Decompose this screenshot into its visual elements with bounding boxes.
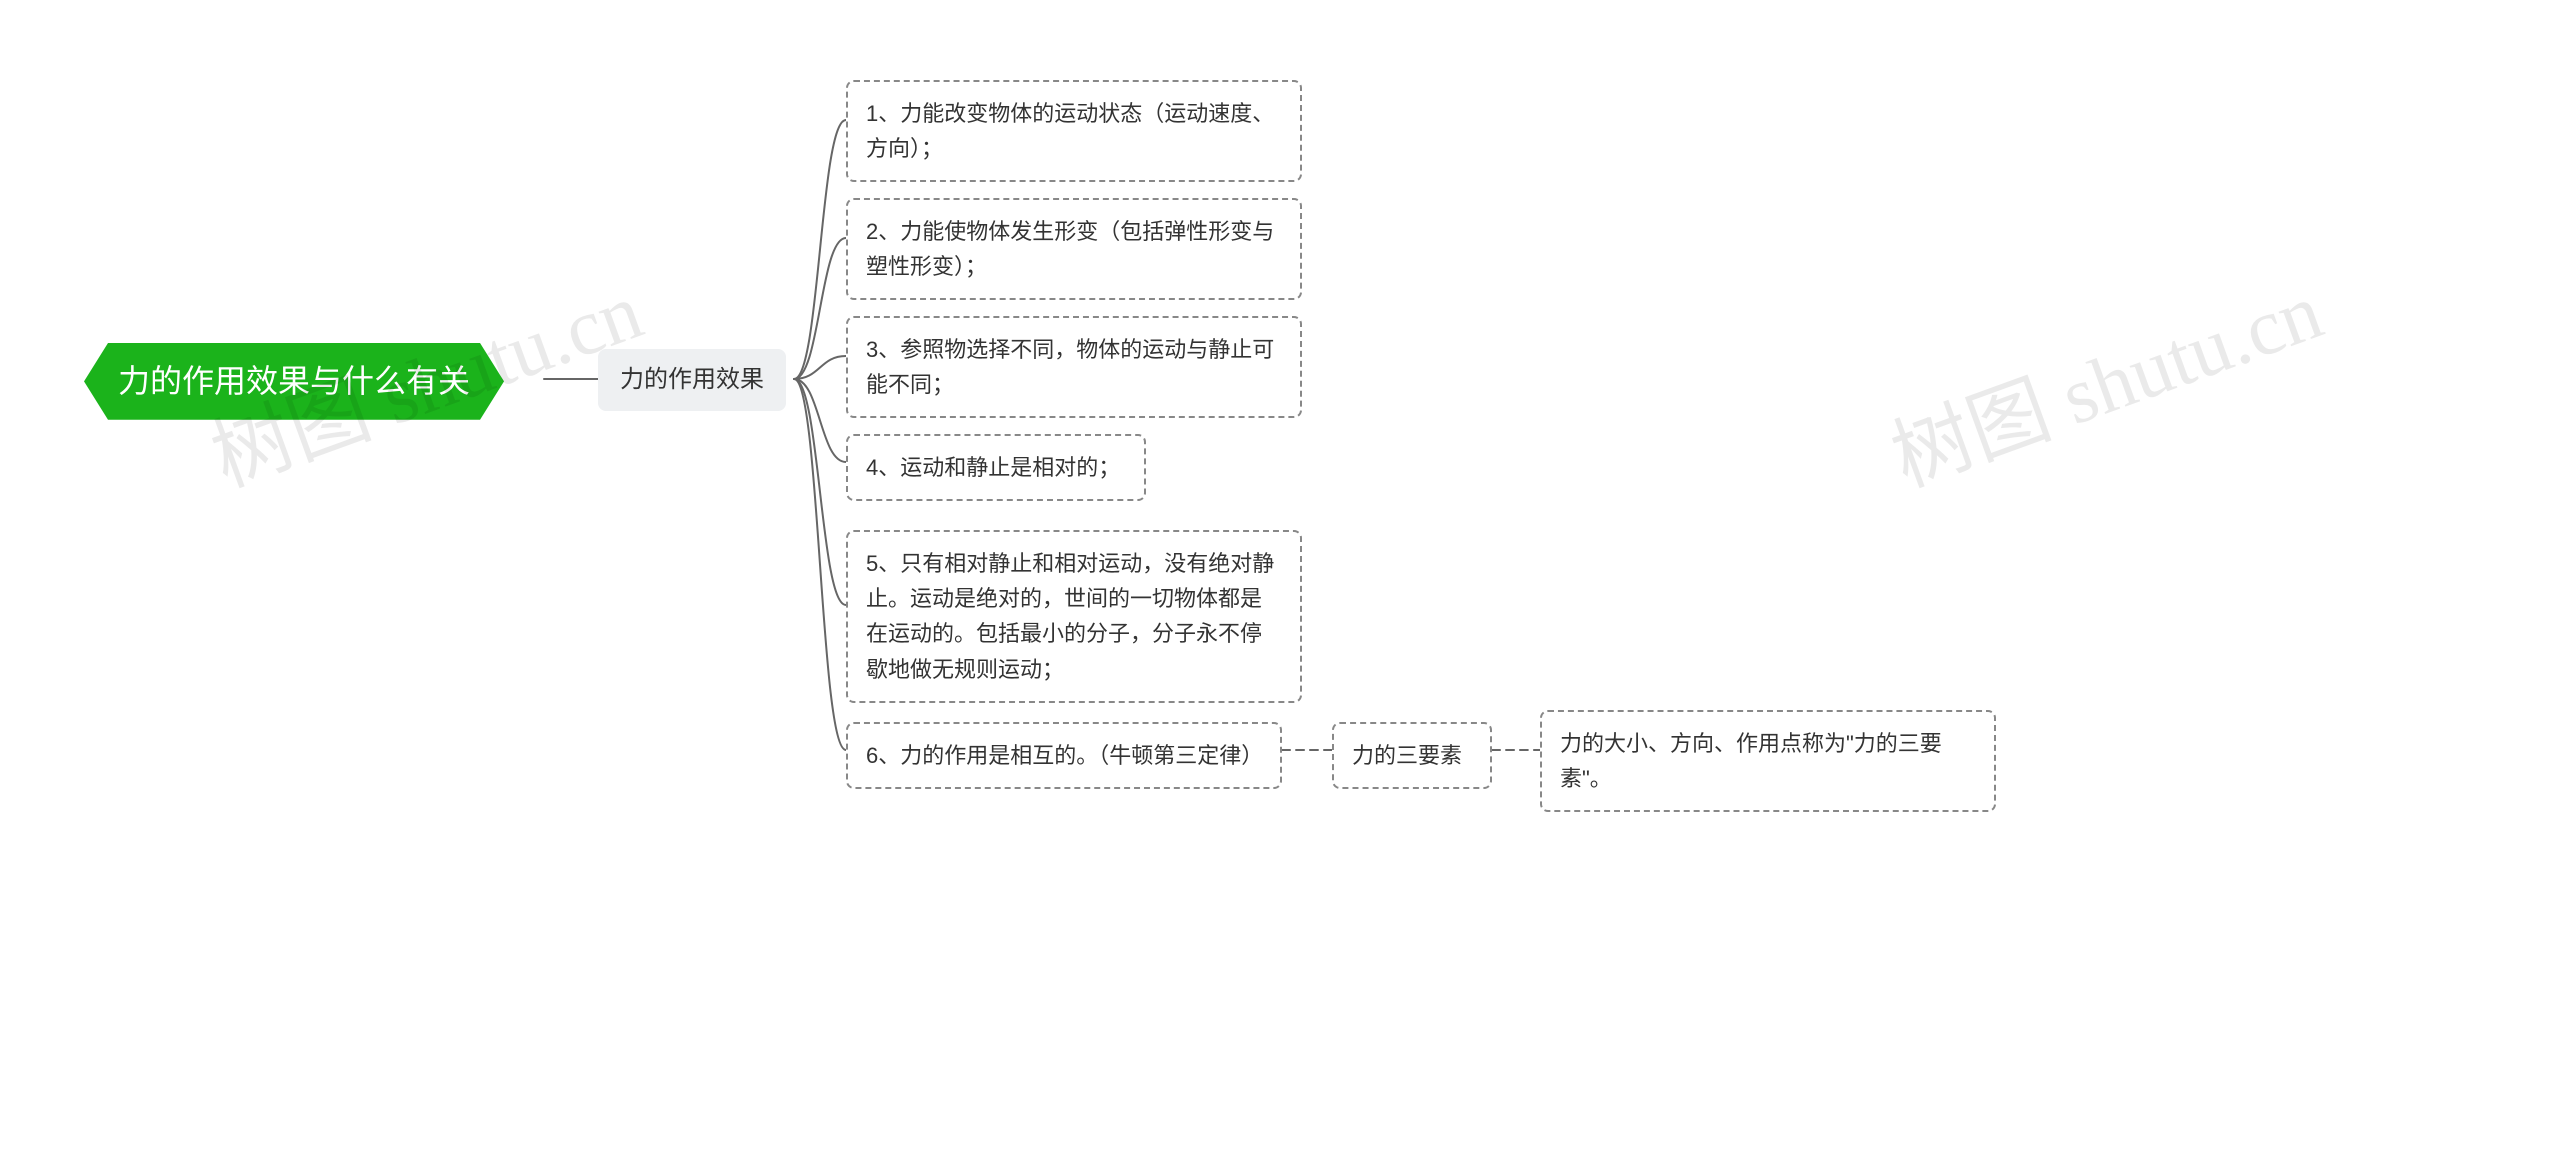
- leaf-node-2: 2、力能使物体发生形变（包括弹性形变与塑性形变）；: [846, 198, 1302, 300]
- leaf-node-6: 6、力的作用是相互的。（牛顿第三定律）: [846, 722, 1282, 789]
- leaf-node-4: 4、运动和静止是相对的；: [846, 434, 1146, 501]
- leaf-node-1: 1、力能改变物体的运动状态（运动速度、方向）；: [846, 80, 1302, 182]
- root-node: 力的作用效果与什么有关: [84, 343, 504, 420]
- level2-node: 力的作用效果: [598, 349, 786, 411]
- watermark-2: 树图 shutu.cn: [1874, 247, 2335, 510]
- level5-node: 力的大小、方向、作用点称为"力的三要素"。: [1540, 710, 1996, 812]
- leaf-node-5: 5、只有相对静止和相对运动，没有绝对静止。运动是绝对的，世间的一切物体都是在运动…: [846, 530, 1302, 703]
- level4-node: 力的三要素: [1332, 722, 1492, 789]
- leaf-node-3: 3、参照物选择不同，物体的运动与静止可能不同；: [846, 316, 1302, 418]
